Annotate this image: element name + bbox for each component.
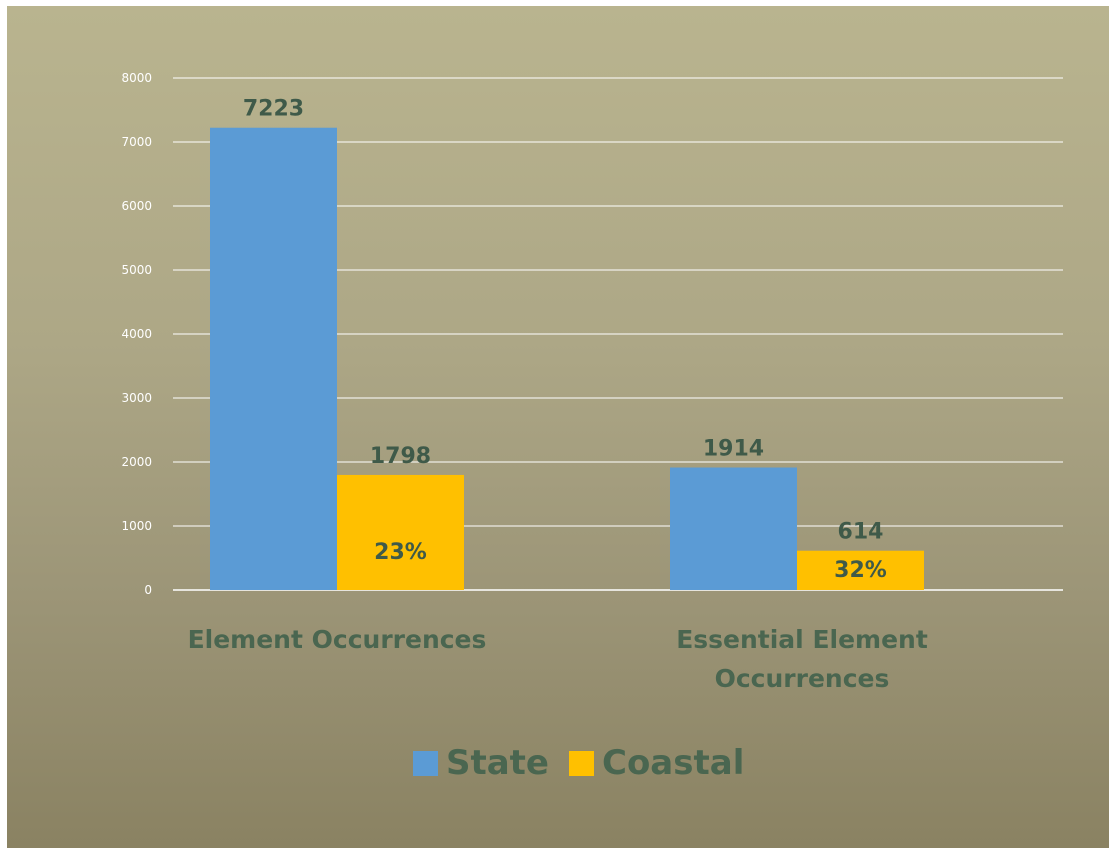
percent-label: 23% xyxy=(374,540,427,565)
category-label: Occurrences xyxy=(715,664,890,693)
legend-swatch xyxy=(569,751,594,776)
legend-label: State xyxy=(446,743,549,783)
y-tick-label: 1000 xyxy=(121,519,152,533)
bar-coastal xyxy=(797,550,924,590)
y-tick-label: 8000 xyxy=(121,71,152,85)
bar-state xyxy=(670,467,797,590)
category-labels: Element Occurrences Essential Element Occu… xyxy=(188,625,928,693)
category-label: Element Occurrences xyxy=(188,625,487,654)
legend: State Coastal xyxy=(413,743,744,783)
bar-state xyxy=(210,127,337,590)
percent-label: 32% xyxy=(834,558,887,583)
data-label: 614 xyxy=(838,520,884,545)
chart-area: 0 1000 2000 3000 4000 5000 6000 7000 8000 7223 19… xyxy=(7,6,1109,848)
data-labels: 7223 1914 1798 23% 614 32% xyxy=(243,97,887,583)
y-tick-label: 6000 xyxy=(121,199,152,213)
y-tick-label: 5000 xyxy=(121,263,152,277)
y-axis-ticks: 0 1000 2000 3000 4000 5000 6000 7000 8000 xyxy=(121,71,152,597)
y-tick-label: 4000 xyxy=(121,327,152,341)
y-tick-label: 0 xyxy=(144,583,152,597)
data-label: 7223 xyxy=(243,97,304,122)
bar-coastal xyxy=(337,474,464,590)
bar-chart: 0 1000 2000 3000 4000 5000 6000 7000 8000 7223 19… xyxy=(121,71,1063,783)
bars xyxy=(210,127,924,590)
y-tick-label: 7000 xyxy=(121,135,152,149)
y-tick-label: 3000 xyxy=(121,391,152,405)
data-label: 1914 xyxy=(703,437,764,462)
category-label: Essential Element xyxy=(676,625,928,654)
data-label: 1798 xyxy=(370,444,431,469)
legend-label: Coastal xyxy=(602,743,744,783)
legend-swatch xyxy=(413,751,438,776)
y-tick-label: 2000 xyxy=(121,455,152,469)
